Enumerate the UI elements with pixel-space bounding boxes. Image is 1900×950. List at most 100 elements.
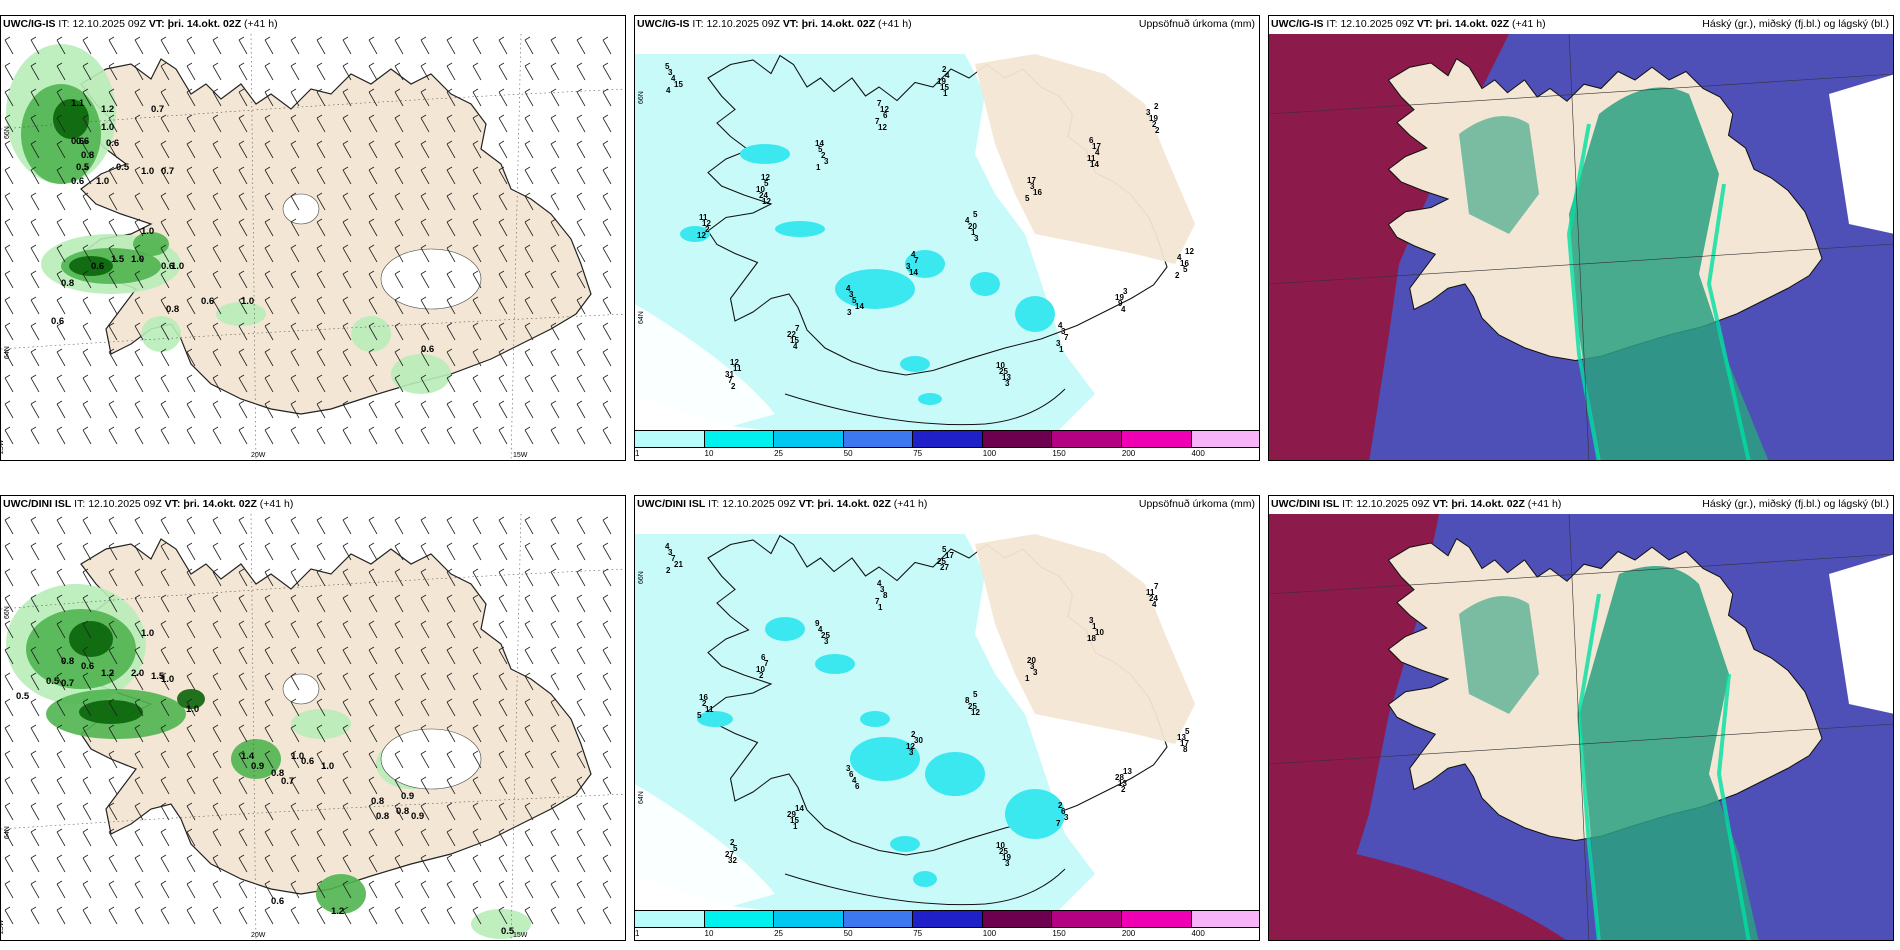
precip-value-label: 2	[1155, 126, 1160, 135]
panel-title: Háský (gr.), miðský (fj.bl.) og lágský (…	[1702, 18, 1889, 30]
precip-value-label: 3	[1064, 813, 1069, 822]
wind-value-label: 0.8	[376, 811, 389, 822]
colorbar-tick-label: 100	[982, 449, 997, 458]
precip-value-label: 4	[1177, 253, 1182, 262]
panel-cloud-igis: UWC/IG-IS IT: 12.10.2025 09Z VT: þri. 14…	[1268, 15, 1894, 461]
panel-header: UWC/IG-IS IT: 12.10.2025 09Z VT: þri. 14…	[637, 18, 912, 30]
precip-value-label: 25	[937, 557, 946, 566]
low-cloud-area	[1459, 596, 1539, 714]
precip-area-heavy	[815, 654, 855, 674]
precip-area-heavy	[1015, 296, 1055, 332]
precip-value-label: 13	[1002, 373, 1011, 382]
precip-value-label: 2	[705, 225, 710, 234]
clear-sky-area	[1829, 554, 1893, 714]
precip-map: 66N 64N 5 7 6 12 5 12 4 4 12 2 2 14 17 11 4 3 7 10 3 12 17 5 4 4 3…	[635, 34, 1259, 460]
precip-value-label: 1	[1092, 622, 1097, 631]
wind-map: 66N 64N 25W 20W 15W 1.0 0.8 0.6 0.5 0.7 0.5 1.2 2.0 1…	[1, 514, 625, 940]
precip-value-label: 7	[728, 376, 733, 385]
precip-value-label: 3	[1030, 182, 1035, 191]
colorbar-tick-label: 75	[913, 449, 923, 458]
precip-value-label: 2	[702, 699, 707, 708]
wind-value-label: 0.7	[161, 166, 174, 177]
precip-value-label: 12	[702, 219, 711, 228]
panel-precip-dini: UWC/DINI ISL IT: 12.10.2025 09Z VT: þri.…	[634, 495, 1260, 941]
precip-value-label: 7	[875, 597, 880, 606]
precip-value-label: 7	[1154, 582, 1159, 591]
wind-value-label: 0.6	[201, 296, 214, 307]
colorbar-tick-label: 100	[982, 929, 997, 938]
precip-value-label: 5	[973, 210, 978, 219]
precip-value-label: 1	[816, 163, 821, 172]
precip-area-heavy	[913, 871, 937, 887]
wind-value-label: 1.0	[131, 254, 144, 265]
precip-value-label: 11	[733, 364, 742, 373]
wind-value-label: 0.6	[161, 261, 174, 272]
precip-value-label: 4	[1058, 321, 1063, 330]
precip-value-label: 20	[1027, 656, 1036, 665]
iceland-coastline	[707, 54, 1168, 376]
precip-value-label: 24	[759, 191, 768, 200]
precip-value-label: 4	[945, 71, 950, 80]
precip-value-label: 8	[883, 591, 888, 600]
precip-value-label: 29	[787, 810, 796, 819]
colorbar-swatch	[1052, 431, 1122, 447]
precip-value-label: 20	[968, 222, 977, 231]
precip-value-label: 17	[1180, 739, 1189, 748]
colorbar-swatch	[1191, 431, 1259, 447]
precip-value-label: 15	[940, 83, 949, 92]
wind-gust-area	[53, 99, 89, 139]
wind-barbs	[4, 36, 612, 445]
precip-value-label: 13	[1123, 767, 1132, 776]
precip-value-label: 1	[878, 603, 883, 612]
precip-value-label: 25	[999, 367, 1008, 376]
wind-value-label: 0.6	[71, 176, 84, 187]
precip-colorbar	[635, 430, 1259, 448]
lat-label: 66N	[638, 91, 645, 104]
precip-value-label: 4	[1095, 148, 1100, 157]
precip-value-label: 16	[1180, 259, 1189, 268]
colorbar-swatch	[1191, 911, 1259, 927]
wind-gust-area	[69, 256, 113, 276]
panel-header: UWC/IG-IS IT: 12.10.2025 09Z VT: þri. 14…	[3, 18, 278, 30]
lon-label: 15W	[513, 452, 528, 459]
lat-label: 64N	[4, 346, 11, 359]
colorbar-tick-label: 25	[774, 449, 784, 458]
precip-value-label: 3	[668, 68, 673, 77]
wind-value-label: 0.6	[421, 344, 434, 355]
precip-value-label: 1	[943, 89, 948, 98]
panel-title: Uppsöfnuð úrkoma (mm)	[1138, 498, 1255, 510]
precip-value-label: 2	[666, 566, 671, 575]
precip-value-label: 4	[846, 284, 851, 293]
precip-value-label: 3	[1123, 287, 1128, 296]
wind-value-label: 0.5	[501, 926, 515, 937]
precip-value-label: 19	[937, 77, 946, 86]
precip-value-label: 10	[996, 841, 1005, 850]
wind-value-label: 0.8	[166, 304, 179, 315]
precip-value-label: 7	[764, 659, 769, 668]
precip-value-label: 6	[1089, 136, 1094, 145]
precip-value-label: 12	[880, 105, 889, 114]
cloud-map	[1269, 514, 1893, 940]
wind-value-label: 0.6	[91, 261, 104, 272]
wind-value-label: 0.5	[46, 676, 60, 687]
panel-header: UWC/DINI ISL IT: 12.10.2025 09Z VT: þri.…	[1271, 498, 1562, 510]
lat-label: 64N	[638, 791, 645, 804]
map-canvas	[1269, 34, 1893, 460]
precip-value-label: 3	[1005, 379, 1010, 388]
colorbar-swatch	[774, 431, 844, 447]
precip-value-label: 21	[674, 560, 683, 569]
wind-gust-area	[391, 354, 451, 394]
wind-value-label: 1.2	[101, 104, 114, 115]
wind-value-label: 1.0	[186, 704, 199, 715]
precip-value-label: 30	[914, 736, 923, 745]
precip-colorbar	[635, 910, 1259, 928]
colorbar-tick-label: 150	[1052, 929, 1066, 938]
lon-label: 25W	[1, 919, 5, 934]
low-cloud-area	[1579, 566, 1759, 940]
wind-value-label: 1.0	[141, 226, 154, 237]
precip-area-heavy	[775, 221, 825, 237]
precip-value-label: 15	[674, 80, 683, 89]
colorbar-tick-label: 75	[913, 929, 923, 938]
dry-land	[975, 534, 1195, 744]
precip-value-label: 5	[852, 296, 857, 305]
